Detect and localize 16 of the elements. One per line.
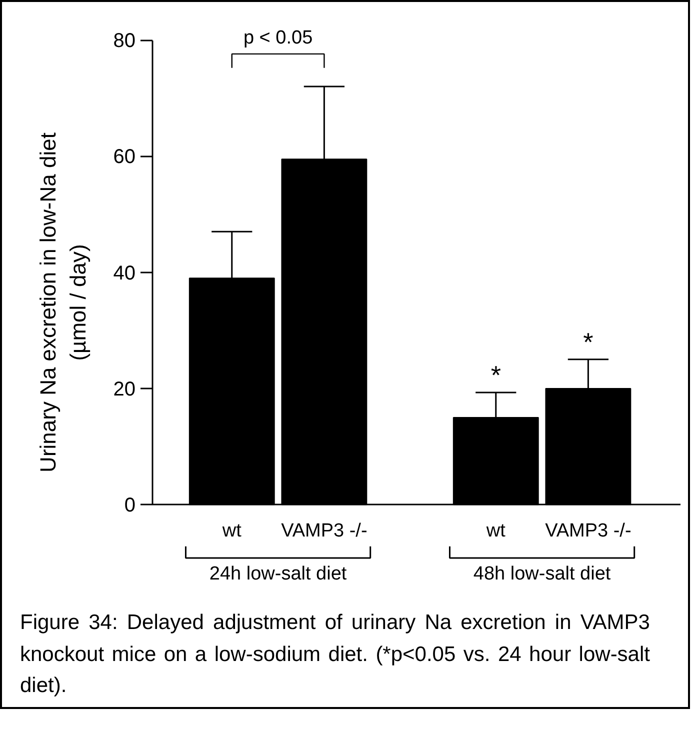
y-tick-label: 80 [113,30,136,52]
y-tick-label: 0 [124,494,136,517]
x-tick-label: VAMP3 -/- [545,520,632,542]
y-tick-label: 60 [113,146,136,168]
caption: Figure 34: Delayed adjustment of urinary Na excretion in VAMP3 knockout mice on a low-sodium diet. (*p<0.05 vs. 24 hour low-salt diet). [20,610,650,699]
data-label: * [583,327,594,358]
x-tick-label: wt [485,520,506,542]
data-label: * [490,360,501,390]
text: 24h low-salt diet [209,564,348,585]
x-tick-label: wt [221,520,242,542]
text: 48h low-salt diet [473,564,612,585]
y-axis-title: Urinary Na excretion in low-Na diet (µmol / day) [35,132,90,472]
annotation: p < 0.05 [243,27,313,48]
x-tick-label: VAMP3 -/- [281,520,368,542]
y-tick-label: 20 [113,378,136,400]
y-tick-label: 40 [113,262,136,284]
